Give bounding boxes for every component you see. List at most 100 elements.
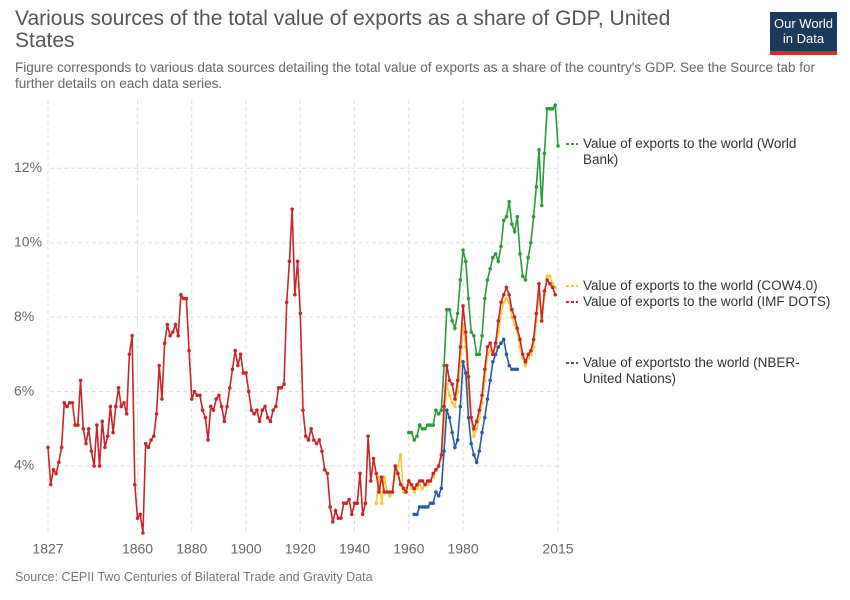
data-point: [298, 311, 303, 316]
data-point: [453, 397, 457, 401]
data-point: [103, 445, 107, 450]
data-point: [412, 486, 417, 491]
data-point: [282, 382, 286, 386]
legend-label[interactable]: Value of exports to the world (COW4.0): [583, 278, 818, 293]
data-point: [480, 430, 484, 435]
data-point: [146, 445, 151, 450]
data-point: [447, 393, 452, 398]
data-point: [491, 352, 495, 357]
data-point: [198, 393, 202, 398]
legend-label[interactable]: Value of exportsto the world (NBER-Unite…: [583, 355, 800, 386]
y-tick-label: 4%: [14, 457, 34, 473]
data-point: [111, 430, 115, 435]
data-point: [523, 278, 528, 282]
data-point: [537, 281, 541, 286]
data-point: [526, 352, 530, 357]
data-point: [135, 516, 140, 520]
data-point: [317, 438, 322, 442]
data-point: [388, 493, 392, 498]
data-point: [450, 382, 455, 386]
data-point: [436, 412, 441, 416]
data-point: [355, 501, 360, 506]
legend-label[interactable]: Value of exports to the world (World Ban…: [583, 136, 797, 167]
data-point: [225, 404, 229, 409]
data-point: [374, 501, 379, 506]
data-point: [496, 345, 501, 349]
data-point: [510, 315, 514, 319]
data-point: [428, 423, 433, 427]
data-point: [230, 367, 235, 372]
data-point: [482, 415, 487, 420]
data-point: [379, 501, 384, 506]
data-point: [130, 333, 134, 338]
data-point: [472, 333, 476, 338]
data-point: [472, 434, 476, 439]
data-point: [539, 319, 544, 323]
data-point: [279, 386, 284, 390]
legend-label[interactable]: Value of exports to the world (IMF DOTS): [583, 294, 831, 309]
data-point: [474, 460, 479, 465]
data-point: [54, 471, 58, 476]
data-point: [393, 464, 398, 468]
data-point: [455, 438, 460, 442]
data-point: [425, 482, 430, 487]
data-point: [412, 490, 417, 494]
data-point: [260, 408, 265, 412]
data-point: [222, 419, 227, 424]
data-point: [165, 322, 170, 327]
data-point: [488, 341, 492, 345]
data-point: [439, 408, 444, 412]
data-point: [377, 490, 381, 494]
data-point: [463, 371, 468, 375]
data-point: [122, 400, 126, 405]
data-point: [425, 479, 430, 483]
data-point: [396, 464, 400, 468]
data-point: [507, 293, 511, 297]
source-note: Source: CEPII Two Centuries of Bilateral…: [15, 570, 373, 584]
data-point: [238, 352, 243, 357]
data-point: [252, 412, 256, 416]
data-point: [151, 434, 156, 439]
data-point: [428, 479, 433, 483]
data-point: [344, 501, 349, 506]
data-point: [518, 252, 522, 256]
data-point: [461, 360, 465, 364]
data-point: [510, 307, 514, 312]
series-line: [47, 209, 557, 534]
data-point: [328, 505, 332, 509]
logo-line: in Data: [782, 31, 825, 46]
x-tick-label: 1880: [176, 541, 207, 557]
data-point: [434, 490, 438, 494]
data-point: [157, 363, 162, 368]
data-point: [276, 386, 281, 390]
data-point: [423, 426, 427, 431]
data-point: [450, 400, 455, 405]
data-point: [444, 408, 449, 412]
data-point: [545, 274, 549, 279]
data-point: [499, 244, 503, 249]
data-point: [333, 508, 338, 513]
data-point: [553, 285, 558, 290]
data-point: [491, 255, 495, 260]
data-point: [542, 289, 547, 293]
series-line: [408, 102, 559, 442]
data-point: [162, 341, 167, 345]
data-point: [246, 389, 251, 394]
data-point: [515, 367, 520, 372]
data-point: [488, 378, 492, 383]
data-point: [539, 203, 544, 208]
data-point: [241, 371, 246, 375]
data-point: [491, 360, 495, 364]
logo[interactable]: Our World in Data: [770, 12, 837, 55]
chart-subtitle: Figure corresponds to various data sourc…: [15, 60, 816, 91]
data-point: [420, 486, 425, 491]
data-point: [458, 278, 463, 282]
data-point: [176, 333, 181, 338]
data-point: [401, 486, 406, 491]
data-point: [404, 490, 408, 494]
data-point: [257, 419, 262, 424]
data-point: [431, 423, 436, 427]
data-point: [187, 348, 191, 353]
data-point: [417, 479, 422, 483]
data-point: [366, 434, 370, 439]
